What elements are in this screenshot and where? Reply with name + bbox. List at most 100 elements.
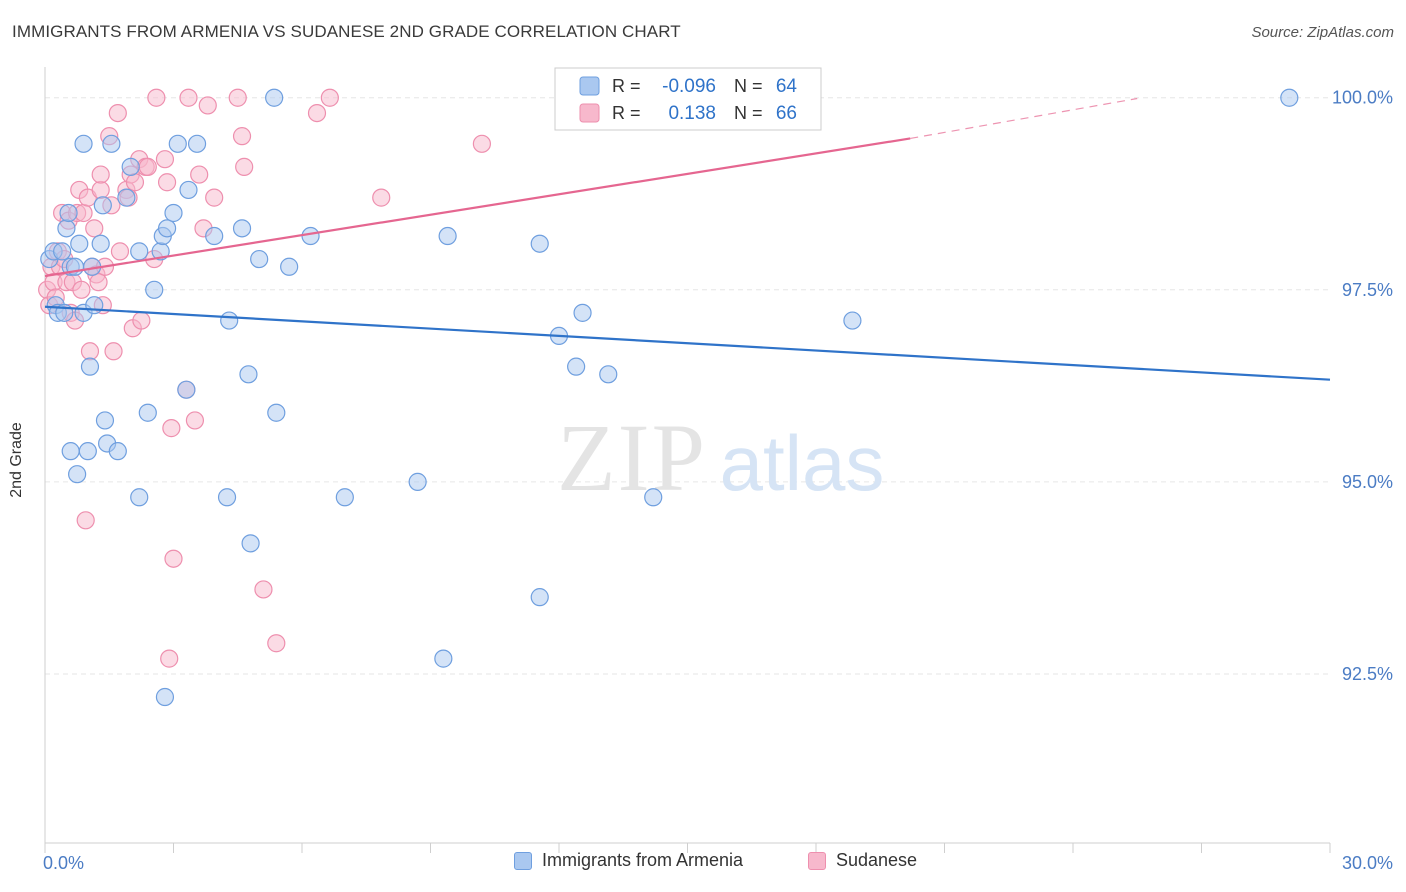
stats-legend-swatch-armenia <box>579 76 600 96</box>
point-armenia <box>57 219 76 238</box>
point-armenia <box>1280 88 1299 107</box>
point-armenia <box>108 442 127 461</box>
stats-n-label-sudanese: N = <box>734 103 763 123</box>
point-sudanese <box>267 634 286 653</box>
point-armenia <box>102 134 121 153</box>
y-tick-labels: 100.0% 97.5% 95.0% 92.5% <box>1332 88 1393 684</box>
x-tick-label: 30.0% <box>1342 853 1393 873</box>
point-sudanese <box>307 103 327 123</box>
point-sudanese <box>164 549 183 568</box>
stats-r-label-sudanese: R = <box>612 103 641 123</box>
point-armenia <box>93 196 112 215</box>
point-sudanese <box>185 411 205 430</box>
point-armenia <box>280 257 299 276</box>
point-armenia <box>177 380 196 399</box>
point-armenia <box>121 157 140 176</box>
watermark: ZIP atlas <box>557 404 884 511</box>
watermark-atlas: atlas <box>720 419 885 507</box>
watermark-zip: ZIP <box>557 404 707 511</box>
point-sudanese <box>108 103 127 123</box>
legend-item-armenia[interactable]: Immigrants from Armenia <box>514 850 743 871</box>
point-armenia <box>301 226 320 246</box>
point-sudanese <box>89 273 108 292</box>
point-sudanese <box>132 311 151 330</box>
point-armenia <box>250 249 269 269</box>
point-armenia <box>187 134 207 153</box>
point-armenia <box>530 588 549 607</box>
stats-n-label-armenia: N = <box>734 76 763 96</box>
legend-swatch-armenia <box>514 851 532 870</box>
stats-legend: R = -0.096 N = 64 R = 0.138 N = 66 <box>554 67 822 131</box>
point-armenia <box>80 357 100 376</box>
legend-label-armenia: Immigrants from Armenia <box>542 850 744 870</box>
point-sudanese <box>228 88 247 107</box>
point-sudanese <box>85 219 104 238</box>
point-sudanese <box>162 419 181 438</box>
point-armenia <box>530 234 549 253</box>
point-sudanese <box>372 188 391 207</box>
stats-r-label-armenia: R = <box>612 76 641 96</box>
point-armenia <box>434 649 453 668</box>
point-armenia <box>61 442 80 461</box>
point-sudanese <box>254 580 273 599</box>
y-tick-label: 100.0% <box>1332 88 1393 108</box>
legend-item-sudanese[interactable]: Sudanese <box>808 850 917 871</box>
point-armenia <box>205 226 224 246</box>
point-sudanese <box>205 188 224 207</box>
point-armenia <box>95 411 115 430</box>
point-armenia <box>130 488 149 507</box>
point-armenia <box>164 203 183 223</box>
point-armenia <box>78 442 97 461</box>
point-armenia <box>85 296 104 315</box>
point-armenia <box>438 226 457 246</box>
series-armenia-points <box>40 88 1299 707</box>
point-sudanese <box>190 165 209 184</box>
point-armenia <box>241 534 260 553</box>
series-legend: Immigrants from Armenia Sudanese <box>0 850 1406 878</box>
chart-title: IMMIGRANTS FROM ARMENIA VS SUDANESE 2ND … <box>12 22 681 41</box>
gridlines <box>45 97 1330 675</box>
point-armenia <box>220 311 239 330</box>
point-armenia <box>157 219 177 238</box>
point-armenia <box>599 365 618 384</box>
point-sudanese <box>138 157 157 176</box>
point-armenia <box>59 203 78 223</box>
point-armenia <box>265 88 284 107</box>
point-armenia <box>408 472 427 491</box>
legend-swatch-sudanese <box>808 851 826 870</box>
trend-line-armenia <box>44 305 1331 381</box>
point-armenia <box>644 488 663 507</box>
point-sudanese <box>91 180 110 200</box>
point-sudanese <box>232 127 252 146</box>
point-armenia <box>53 242 72 261</box>
point-armenia <box>74 134 93 153</box>
point-sudanese <box>147 88 166 107</box>
x-tick-label: 0.0% <box>43 853 84 873</box>
trend-lines <box>44 97 1331 381</box>
y-tick-label: 92.5% <box>1342 664 1393 684</box>
point-sudanese <box>104 342 123 361</box>
point-armenia <box>567 357 586 376</box>
point-armenia <box>573 303 592 322</box>
point-armenia <box>70 234 89 253</box>
point-armenia <box>155 687 175 707</box>
point-armenia <box>217 488 237 507</box>
axes <box>44 67 1331 853</box>
point-armenia <box>239 365 258 384</box>
point-sudanese <box>235 157 254 176</box>
point-armenia <box>179 180 198 200</box>
point-armenia <box>145 280 164 299</box>
point-armenia <box>168 134 187 153</box>
point-sudanese <box>72 280 91 299</box>
point-armenia <box>335 488 354 507</box>
legend-label-sudanese: Sudanese <box>836 850 918 870</box>
point-sudanese <box>110 242 130 261</box>
point-armenia <box>130 242 149 261</box>
stats-r-value-sudanese: 0.138 <box>668 103 716 124</box>
point-armenia <box>68 465 87 484</box>
point-sudanese <box>80 342 100 361</box>
point-sudanese <box>125 173 145 192</box>
x-tick-labels: 0.0% 30.0% <box>43 853 1393 873</box>
point-sudanese <box>157 173 177 192</box>
